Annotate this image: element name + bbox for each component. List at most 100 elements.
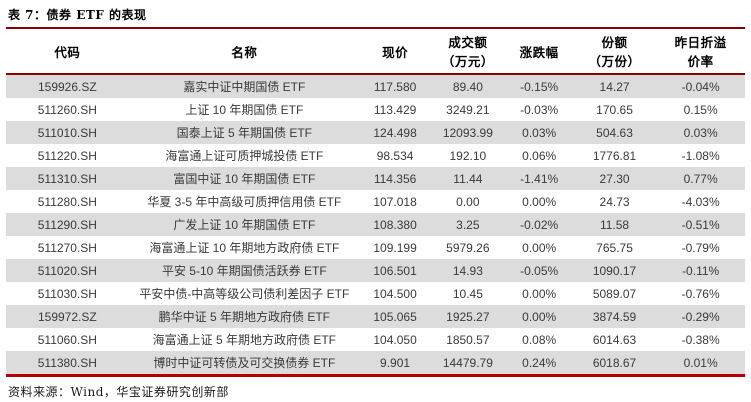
bond-etf-table: 代码 名称 现价 成交额 （万元） 涨跌幅 份额 （万份） xyxy=(6,29,745,374)
price-cell: 104.500 xyxy=(373,286,417,301)
turnover-cell: 14479.79 xyxy=(442,355,493,370)
shares-cell: 6014.63 xyxy=(592,332,637,347)
turnover-cell: 14.93 xyxy=(452,263,483,278)
code-cell: 511270.SH xyxy=(37,240,97,255)
change-cell: 0.00% xyxy=(522,194,557,209)
name-cell: 国泰上证 5 年期国债 ETF xyxy=(176,126,312,140)
top-divider xyxy=(6,27,745,29)
turnover-cell: 12093.99 xyxy=(442,125,493,140)
premium-cell: 0.15% xyxy=(683,102,718,117)
shares-cell: 14.27 xyxy=(599,79,630,94)
turnover-cell: 89.40 xyxy=(452,79,483,94)
table-row: 159926.SZ 嘉实中证中期国债 ETF 117.580 89.40 -0.15% 1… xyxy=(6,74,745,98)
header-change: 涨跌幅 xyxy=(505,29,573,75)
code-cell: 511260.SH xyxy=(37,102,97,117)
table-row: 511220.SH 海富通上证可质押城投债 ETF 98.534 192.10 0.06… xyxy=(6,144,745,167)
bottom-divider xyxy=(6,374,745,377)
change-cell: -0.15% xyxy=(520,79,559,94)
code-cell: 511280.SH xyxy=(37,194,97,209)
change-cell: 0.00% xyxy=(522,286,557,301)
change-cell: -0.05% xyxy=(520,263,559,278)
source-note: 资料来源：Wind，华宝证券研究创新部 xyxy=(8,385,229,399)
shares-cell: 11.58 xyxy=(599,217,630,232)
premium-cell: -0.11% xyxy=(682,263,720,278)
header-price: 现价 xyxy=(359,29,431,75)
shares-cell: 5089.07 xyxy=(592,286,637,301)
table-row: 511280.SH 华夏 3-5 年中高级可质押信用债 ETF 107.018 0.0… xyxy=(6,190,745,213)
name-cell: 海富通上证 10 年期地方政府债 ETF xyxy=(149,241,340,255)
name-cell: 海富通上证可质押城投债 ETF xyxy=(165,149,324,163)
turnover-cell: 1925.27 xyxy=(446,309,490,324)
turnover-cell: 5979.26 xyxy=(446,240,490,255)
change-cell: 0.03% xyxy=(522,125,557,140)
premium-cell: -0.76% xyxy=(681,286,720,301)
turnover-cell: 192.10 xyxy=(449,148,487,163)
turnover-cell: 11.44 xyxy=(453,171,483,186)
name-cell: 博时中证可转债及可交换债券 ETF xyxy=(153,356,336,370)
price-cell: 113.429 xyxy=(373,102,417,117)
change-cell: -0.02% xyxy=(520,217,559,232)
price-cell: 124.498 xyxy=(373,125,417,140)
price-cell: 109.199 xyxy=(373,240,417,255)
table-row: 511020.SH 平安 5-10 年期国债活跃券 ETF 106.501 14.93… xyxy=(6,259,745,282)
table-row: 511290.SH 广发上证 10 年期国债 ETF 108.380 3.25 -0.0… xyxy=(6,213,745,236)
change-cell: 0.24% xyxy=(522,355,557,370)
turnover-cell: 3.25 xyxy=(456,217,480,232)
code-cell: 159926.SZ xyxy=(37,79,97,94)
price-cell: 117.580 xyxy=(373,79,417,94)
name-cell: 鹏华中证 5 年期地方政府债 ETF xyxy=(158,310,330,324)
premium-cell: -0.51% xyxy=(681,217,720,232)
shares-cell: 24.73 xyxy=(599,194,630,209)
name-cell: 上证 10 年期国债 ETF xyxy=(185,103,304,117)
change-cell: -1.41% xyxy=(520,171,559,186)
table-row: 511010.SH 国泰上证 5 年期国债 ETF 124.498 12093.99 0… xyxy=(6,121,745,144)
premium-cell: -0.04% xyxy=(681,79,720,94)
table-header-row: 代码 名称 现价 成交额 （万元） 涨跌幅 份额 （万份） xyxy=(6,29,745,75)
change-cell: 0.08% xyxy=(522,332,557,347)
header-name: 名称 xyxy=(128,29,360,75)
code-cell: 511380.SH xyxy=(37,355,97,370)
premium-cell: -0.29% xyxy=(681,309,720,324)
price-cell: 114.356 xyxy=(373,171,417,186)
shares-cell: 765.75 xyxy=(596,240,633,255)
name-cell: 富国中证 10 年期国债 ETF xyxy=(173,172,316,186)
price-cell: 106.501 xyxy=(373,263,417,278)
code-cell: 511010.SH xyxy=(37,125,97,140)
shares-cell: 27.30 xyxy=(599,171,630,186)
turnover-cell: 3249.21 xyxy=(446,102,490,117)
price-cell: 105.065 xyxy=(373,309,417,324)
table-title: 表 7：债券 ETF 的表现 xyxy=(8,8,147,22)
price-cell: 104.050 xyxy=(373,332,417,347)
premium-cell: 0.03% xyxy=(683,125,718,140)
premium-cell: -4.03% xyxy=(681,194,720,209)
premium-cell: -0.38% xyxy=(681,332,720,347)
price-cell: 9.901 xyxy=(380,355,411,370)
shares-cell: 1090.17 xyxy=(592,263,637,278)
turnover-cell: 1850.57 xyxy=(446,332,490,347)
header-premium: 昨日折溢 价率 xyxy=(656,29,745,75)
shares-cell: 170.65 xyxy=(596,102,633,117)
code-cell: 511310.SH xyxy=(37,171,97,186)
name-cell: 海富通上证 5 年期地方政府债 ETF xyxy=(152,333,336,347)
code-cell: 511020.SH xyxy=(37,263,97,278)
change-cell: 0.06% xyxy=(522,148,557,163)
code-cell: 511030.SH xyxy=(37,286,97,301)
name-cell: 嘉实中证中期国债 ETF xyxy=(183,80,306,94)
shares-cell: 6018.67 xyxy=(592,355,637,370)
code-cell: 511060.SH xyxy=(37,332,97,347)
header-shares: 份额 （万份） xyxy=(572,29,657,75)
turnover-cell: 0.00 xyxy=(456,194,480,209)
name-cell: 平安中债-中高等级公司债利差因子 ETF xyxy=(139,287,350,301)
table-body: 159926.SZ 嘉实中证中期国债 ETF 117.580 89.40 -0.15% 1… xyxy=(6,74,745,374)
table-row: 511060.SH 海富通上证 5 年期地方政府债 ETF 104.050 1850.… xyxy=(6,328,745,351)
table-row: 511380.SH 博时中证可转债及可交换债券 ETF 9.901 14479.79 0… xyxy=(6,351,745,374)
shares-cell: 504.63 xyxy=(596,125,633,140)
name-cell: 华夏 3-5 年中高级可质押信用债 ETF xyxy=(147,195,342,209)
premium-cell: 0.01% xyxy=(683,355,718,370)
code-cell: 511290.SH xyxy=(37,217,97,232)
price-cell: 108.380 xyxy=(373,217,417,232)
premium-cell: -1.08% xyxy=(681,148,720,163)
price-cell: 107.018 xyxy=(373,194,417,209)
table-row: 511260.SH 上证 10 年期国债 ETF 113.429 3249.21 -0.… xyxy=(6,98,745,121)
